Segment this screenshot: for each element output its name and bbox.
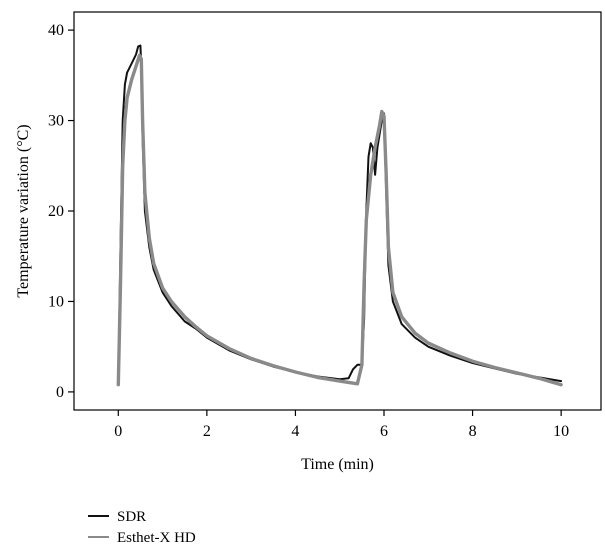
series-layer — [116, 44, 563, 387]
x-axis-ticks: 0 2 4 6 8 10 — [114, 410, 569, 440]
legend-label-esthet-x-hd: Esthet-X HD — [117, 530, 196, 545]
x-tick-label: 2 — [203, 423, 211, 440]
legend: SDR Esthet-X HD — [88, 509, 196, 545]
y-tick-label: 0 — [56, 384, 64, 401]
y-axis-ticks: 0 10 20 30 40 — [48, 22, 74, 401]
y-tick-label: 20 — [48, 203, 64, 220]
x-tick-label: 0 — [114, 423, 122, 440]
y-tick-label: 40 — [48, 22, 64, 39]
x-axis-label: Time (min) — [301, 456, 374, 473]
y-axis-label: Temperature variation (°C) — [15, 124, 32, 297]
plot-frame — [73, 11, 602, 411]
x-tick-label: 8 — [469, 423, 477, 440]
series-line-esthet-x-hd — [116, 53, 563, 387]
y-tick-label: 10 — [48, 293, 64, 310]
legend-label-sdr: SDR — [117, 509, 146, 525]
x-tick-label: 6 — [380, 423, 388, 440]
x-tick-label: 10 — [553, 423, 569, 440]
x-tick-label: 4 — [291, 423, 299, 440]
series-line-sdr — [117, 44, 563, 384]
y-tick-label: 30 — [48, 113, 64, 130]
